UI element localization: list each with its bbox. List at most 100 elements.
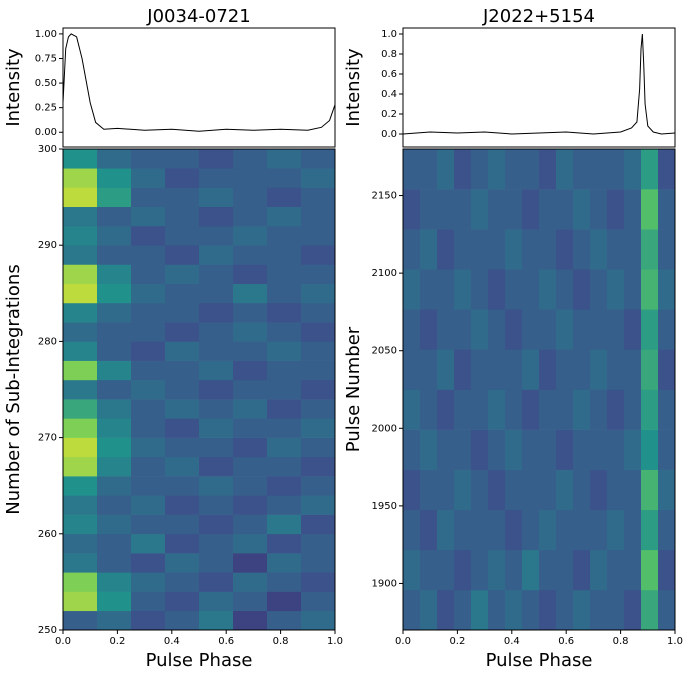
heatmap-cell xyxy=(199,360,234,381)
heatmap-cell xyxy=(505,189,523,230)
heatmap-cell xyxy=(403,429,421,470)
heatmap-cell xyxy=(63,379,98,400)
heatmap-cell xyxy=(437,509,455,551)
y-tick-label: 1900 xyxy=(372,578,397,589)
heatmap-cell xyxy=(233,437,268,458)
heatmap-cell xyxy=(607,509,625,551)
heatmap-cell xyxy=(420,549,438,591)
heatmap-cell xyxy=(199,149,234,169)
heatmap-cell xyxy=(267,245,302,265)
heatmap-cell xyxy=(420,149,438,190)
heatmap-cell xyxy=(63,456,98,477)
x-tick-label: 0.6 xyxy=(558,636,574,647)
heatmap-cell xyxy=(539,429,557,470)
heatmap-cell xyxy=(658,229,676,270)
heatmap-cell xyxy=(267,322,302,342)
heatmap-cell xyxy=(233,149,268,169)
heatmap-cell xyxy=(607,589,625,631)
heatmap-cell xyxy=(607,349,625,390)
heatmap-cell xyxy=(641,549,659,591)
heatmap-cell xyxy=(97,476,132,496)
heatmap-cell xyxy=(658,549,676,591)
heatmap-cell xyxy=(165,245,200,265)
heatmap-cell xyxy=(641,429,659,470)
heatmap-cell xyxy=(471,229,489,270)
heatmap-cell xyxy=(199,553,234,573)
heatmap-cell xyxy=(97,225,132,246)
heatmap-cell xyxy=(301,437,336,458)
heatmap-cell xyxy=(233,360,268,381)
heatmap-cell xyxy=(437,229,455,270)
heatmap-cell xyxy=(539,509,557,551)
heatmap-cell xyxy=(301,187,336,208)
heatmap-cell xyxy=(97,379,132,400)
heatmap-cell xyxy=(63,418,98,438)
heatmap-cell xyxy=(233,553,268,573)
heatmap-cell xyxy=(131,418,166,438)
heatmap-cell xyxy=(556,389,574,430)
heatmap-cell xyxy=(403,469,421,511)
heatmap-cell xyxy=(301,168,336,188)
heatmap-cell xyxy=(267,610,302,631)
heatmap-cell xyxy=(131,245,166,265)
heatmap-cell xyxy=(624,269,642,310)
heatmap-cell xyxy=(437,429,455,470)
heatmap-cell xyxy=(454,509,472,551)
heatmap-cell xyxy=(488,549,506,591)
profile-line xyxy=(62,33,336,132)
heatmap-cell xyxy=(199,495,234,515)
heatmap-cell xyxy=(199,283,234,304)
heatmap-cell xyxy=(165,399,200,419)
heatmap-cell xyxy=(590,549,608,591)
heatmap-cell xyxy=(522,469,540,511)
heatmap-cell xyxy=(590,269,608,310)
y-tick-label: 0.8 xyxy=(381,49,397,60)
heatmap-cell xyxy=(539,549,557,591)
heatmap-cell xyxy=(454,309,472,350)
heatmap-cell xyxy=(267,149,302,169)
heatmap-cell xyxy=(165,514,200,535)
heatmap-cell xyxy=(267,476,302,496)
heatmap-cell xyxy=(233,341,268,361)
heatmap-cell xyxy=(63,341,98,361)
heatmap-cell xyxy=(539,229,557,270)
heatmap-cell xyxy=(573,149,591,190)
heatmap-cell xyxy=(267,456,302,477)
heatmap-cell xyxy=(199,514,234,535)
heatmap-cell xyxy=(97,322,132,342)
heatmap-cell xyxy=(590,149,608,190)
heatmap-cell xyxy=(199,245,234,265)
heatmap-cell xyxy=(471,429,489,470)
heatmap-cell xyxy=(556,229,574,270)
heatmap-cell xyxy=(658,469,676,511)
heatmap-cell xyxy=(165,264,200,284)
heatmap-cell xyxy=(97,495,132,515)
heatmap-cell xyxy=(267,283,302,304)
heatmap-cell xyxy=(607,389,625,430)
heatmap-cell xyxy=(573,229,591,270)
heatmap-cell xyxy=(301,341,336,361)
chart-title: J0034-0721 xyxy=(146,6,250,27)
heatmap-cell xyxy=(131,225,166,246)
y-tick-label: 270 xyxy=(38,433,57,444)
heatmap-cell xyxy=(420,429,438,470)
heatmap-cell xyxy=(267,533,302,554)
heatmap-cell xyxy=(233,495,268,515)
heatmap-cell xyxy=(233,206,268,227)
heatmap-cell xyxy=(641,149,659,190)
heatmap-cell xyxy=(471,149,489,190)
heatmap-cell xyxy=(301,245,336,265)
heatmap-cell xyxy=(131,399,166,419)
heatmap-cell xyxy=(556,309,574,350)
heatmap-cell xyxy=(131,476,166,496)
heatmap-cell xyxy=(301,533,336,554)
heatmap-cell xyxy=(63,283,98,304)
heatmap-cell xyxy=(97,187,132,208)
heatmap-cell xyxy=(63,476,98,496)
heatmap-cell xyxy=(522,189,540,230)
heatmap-cell xyxy=(131,379,166,400)
heatmap-cell xyxy=(471,349,489,390)
heatmap-cell xyxy=(522,269,540,310)
heatmap-cell xyxy=(403,509,421,551)
